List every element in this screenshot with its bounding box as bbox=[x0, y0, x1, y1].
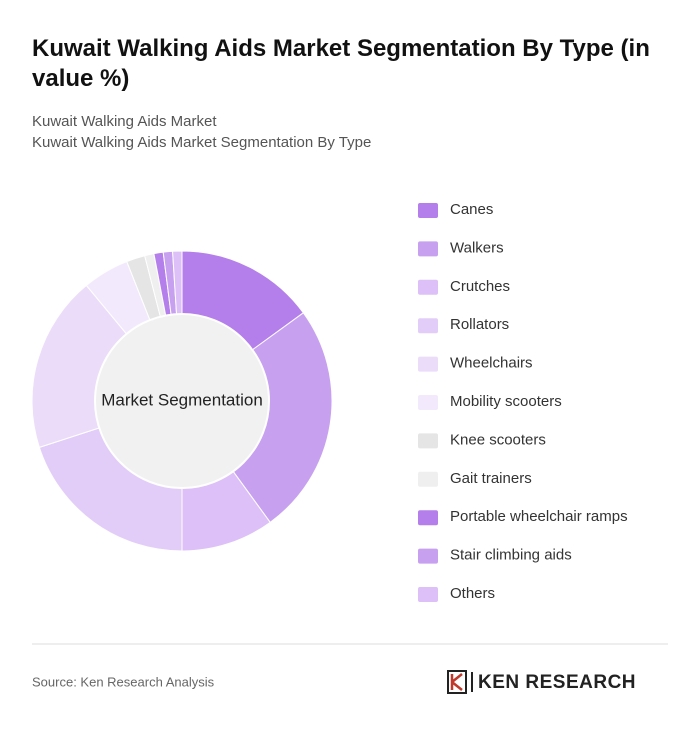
chart-title: Kuwait Walking Aids Market Segmentation … bbox=[32, 35, 650, 92]
legend-swatch bbox=[418, 587, 438, 602]
legend-label: Knee scooters bbox=[450, 431, 546, 448]
legend-swatch bbox=[418, 548, 438, 564]
logo-icon bbox=[447, 670, 467, 694]
legend-label: Mobility scooters bbox=[450, 393, 562, 410]
legend-label: Gait trainers bbox=[450, 470, 532, 487]
legend-swatch bbox=[418, 510, 438, 526]
legend-label: Stair climbing aids bbox=[450, 547, 572, 564]
center-label: Market Segmentation bbox=[101, 390, 263, 409]
subtitle: Kuwait Walking Aids Market bbox=[32, 113, 217, 130]
legend-swatch bbox=[418, 318, 438, 334]
legend-label: Rollators bbox=[450, 316, 509, 333]
legend-swatch bbox=[418, 203, 438, 218]
legend-label: Portable wheelchair ramps bbox=[450, 508, 628, 525]
logo-icon bbox=[450, 673, 463, 691]
legend-swatch bbox=[418, 279, 438, 295]
legend-swatch bbox=[418, 471, 438, 487]
legend-label: Walkers bbox=[450, 239, 504, 256]
legend-label: Others bbox=[450, 585, 495, 602]
legend-label: Crutches bbox=[450, 278, 510, 295]
legend-swatch bbox=[418, 433, 438, 449]
legend-label: Canes bbox=[450, 201, 493, 218]
logo-text: KEN RESEARCH bbox=[478, 672, 636, 693]
legend-swatch bbox=[418, 241, 438, 257]
legend-swatch bbox=[418, 356, 438, 372]
legend-swatch bbox=[418, 395, 438, 410]
legend-label: Wheelchairs bbox=[450, 355, 533, 372]
logo: KEN RESEARCH bbox=[447, 670, 636, 694]
donut-hole bbox=[94, 313, 270, 489]
source: Source: Ken Research Analysis bbox=[32, 674, 215, 689]
subtitle: Kuwait Walking Aids Market Segmentation … bbox=[32, 134, 371, 151]
